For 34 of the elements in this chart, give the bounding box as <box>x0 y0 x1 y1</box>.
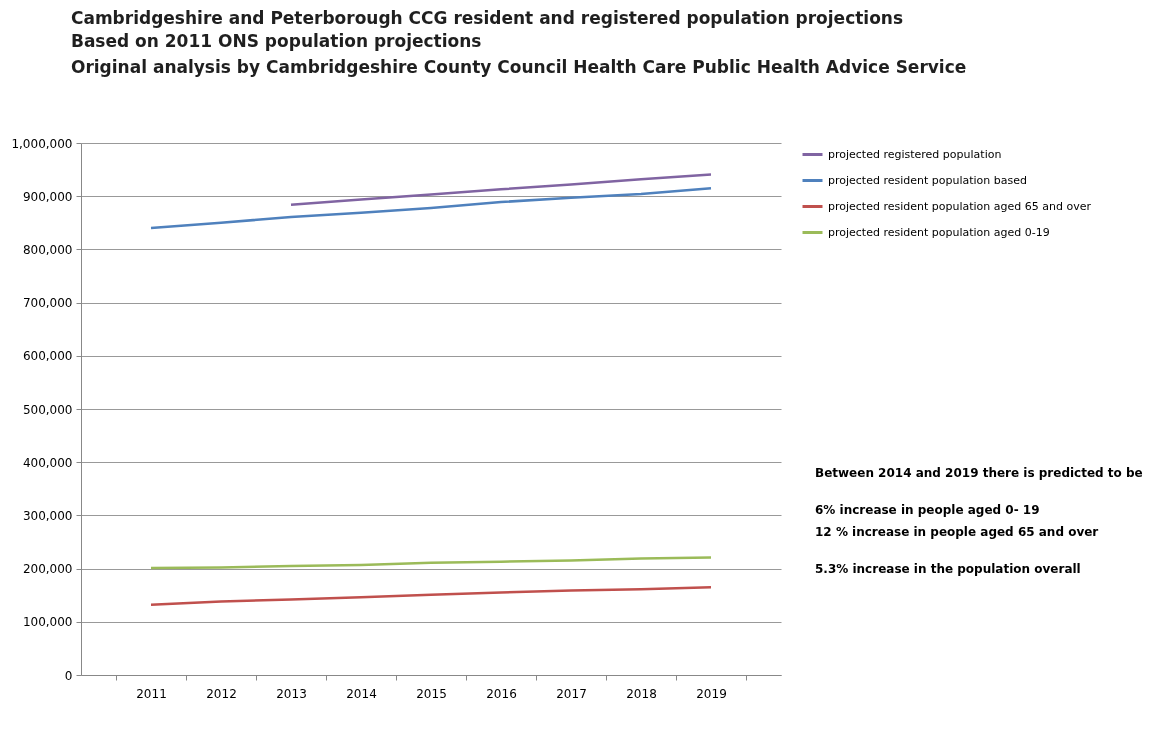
x-tick-label: 2013 <box>276 686 307 701</box>
x-tick-label: 2014 <box>346 686 377 701</box>
y-tick-label: 300,000 <box>22 508 73 523</box>
legend-label: projected resident population aged 65 and over <box>828 199 1092 213</box>
text: 6% increase in people aged 0- 19 <box>815 502 1041 520</box>
x-tick-label: 2019 <box>696 686 727 701</box>
y-tick-label: 800,000 <box>22 242 73 257</box>
x-tick-label: 2012 <box>206 686 237 701</box>
x-tick-label: 2011 <box>136 686 167 701</box>
x-tick-label: 2017 <box>556 686 587 701</box>
line-series <box>149 585 713 607</box>
x-tick-label: 2015 <box>416 686 447 701</box>
chart-subtitle: Based on 2011 ONS population projections Original analysis by Cambridgeshire County Council Health Care Public Health Advice Service <box>70 31 967 77</box>
text: Between 2014 and 2019 there is predicted to be <box>815 465 1144 482</box>
legend-label: projected registered population <box>828 147 1002 161</box>
line-series <box>289 173 713 206</box>
y-tick-label: 900,000 <box>22 189 73 204</box>
chart-title: Cambridgeshire and Peterborough CCG resident and registered population projections <box>70 8 904 28</box>
text: 5.3% increase in the population overall <box>815 561 1082 579</box>
y-tick-label: 600,000 <box>22 349 73 364</box>
y-tick-label: 500,000 <box>22 402 73 417</box>
y-tick-label: 0 <box>64 668 73 683</box>
x-tick-label: 2018 <box>626 686 657 701</box>
y-tick-label: 100,000 <box>22 615 73 630</box>
y-tick-label: 700,000 <box>22 296 73 311</box>
line-series <box>149 556 713 570</box>
text: 12 % increase in people aged 65 and over <box>815 523 1100 541</box>
legend-label: projected resident population based <box>828 173 1028 187</box>
y-tick-label: 1,000,000 <box>11 136 73 151</box>
line-series <box>149 186 713 230</box>
y-tick-label: 200,000 <box>22 562 73 577</box>
y-tick-label: 400,000 <box>22 455 73 470</box>
legend-label: projected resident population aged 0-19 <box>828 225 1050 239</box>
x-tick-label: 2016 <box>486 686 517 701</box>
